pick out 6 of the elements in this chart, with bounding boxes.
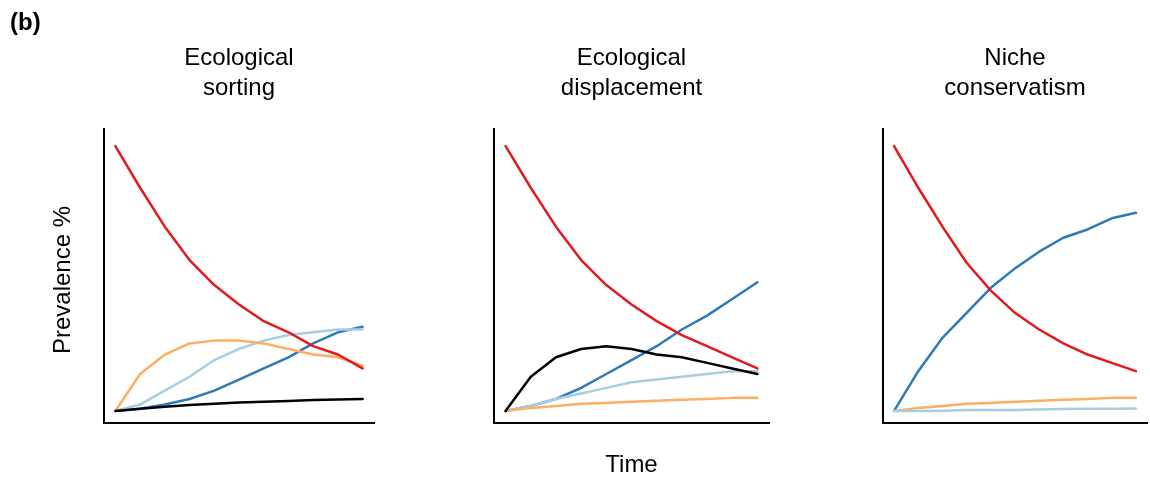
text: (b): [10, 8, 41, 36]
y-axis-title: Prevalence %: [48, 205, 77, 355]
chart-title: Ecological displacement: [559, 42, 704, 102]
chart-title: Ecological sorting: [183, 42, 295, 102]
x-axis-title: Time: [605, 450, 658, 478]
chart-title: Niche conservatism: [943, 42, 1087, 102]
